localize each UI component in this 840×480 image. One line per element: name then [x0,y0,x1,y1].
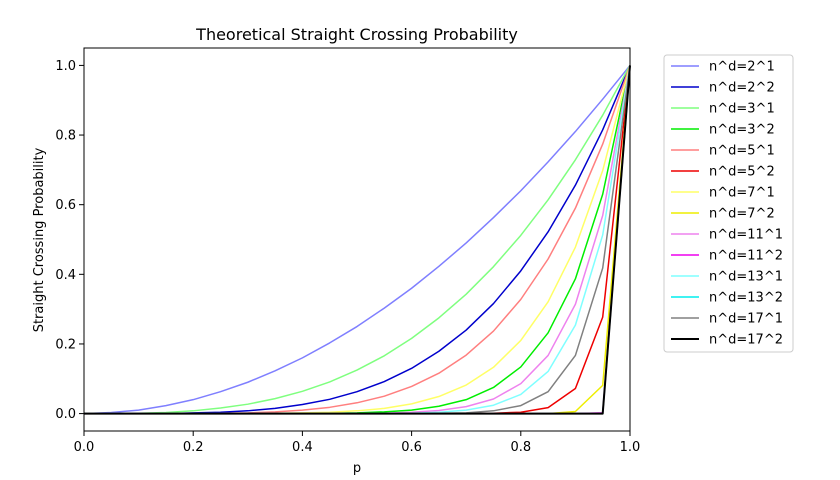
x-tick-label: 0.2 [183,440,204,455]
legend-label: n^d=5^2 [709,165,775,180]
series-line-10 [84,65,631,415]
y-tick-label: 0.6 [55,198,76,213]
y-tick-label: 0.0 [55,407,76,422]
x-tick-label: 0.4 [292,440,313,455]
legend-label: n^d=7^1 [709,186,775,201]
x-tick-label: 1.0 [620,440,641,455]
legend-label: n^d=7^2 [709,207,775,222]
series-line-6 [84,65,631,415]
series-line-9 [84,65,631,415]
legend-label: n^d=3^2 [709,123,775,138]
legend-label: n^d=17^2 [709,333,783,348]
plot-frame [83,47,631,432]
series-line-5 [84,65,631,415]
legend-label: n^d=11^1 [709,228,783,243]
legend-label: n^d=2^1 [709,60,775,75]
series-line-3 [84,65,631,415]
legend-label: n^d=17^1 [709,312,783,327]
series-layer [83,64,631,415]
x-tick-label: 0.8 [510,440,531,455]
legend-label: n^d=13^2 [709,291,783,306]
chart-title: Theoretical Straight Crossing Probabilit… [195,25,518,44]
series-line-4 [84,65,631,415]
x-tick-label: 0.6 [401,440,422,455]
x-tick-label: 0.0 [74,440,95,455]
legend-label: n^d=5^1 [709,144,775,159]
y-tick-label: 0.4 [55,268,76,283]
legend-label: n^d=13^1 [709,270,783,285]
series-line-8 [84,65,631,415]
series-line-11 [84,65,631,415]
x-axis-label: p [353,461,361,476]
legend-box [663,54,794,353]
series-line-12 [84,65,631,415]
series-line-7 [84,65,631,415]
y-tick-label: 0.2 [55,337,76,352]
series-line-0 [83,64,631,415]
series-line-2 [84,65,631,415]
legend-label: n^d=3^1 [709,102,775,117]
y-axis-label: Straight Crossing Probability [32,147,47,332]
y-axis: 0.0 0.2 0.4 0.6 0.8 1.0 [55,59,84,422]
series-line-13 [84,65,631,415]
y-tick-label: 1.0 [55,59,76,74]
x-axis: 0.0 0.2 0.4 0.6 0.8 1.0 [74,431,641,455]
series-line-1 [84,65,631,415]
legend-label: n^d=11^2 [709,249,783,264]
y-tick-label: 0.8 [55,129,76,144]
legend-label: n^d=2^2 [709,81,775,96]
legend: n^d=2^1 n^d=2^2 n^d=3^1 n^d=3^2 n^d=5^1 n^d=5… [663,54,794,353]
